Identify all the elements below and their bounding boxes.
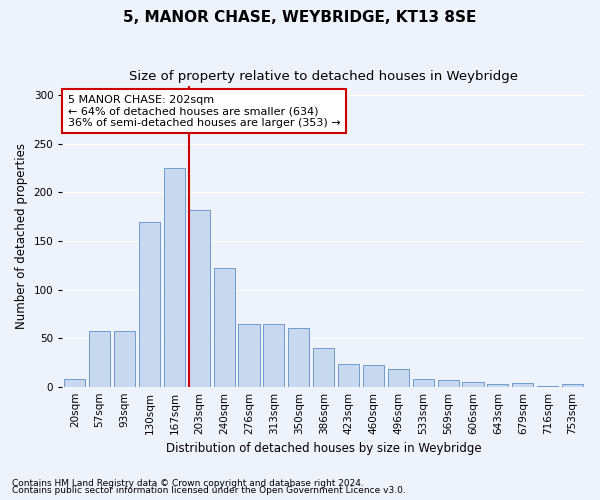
Bar (139, 222, 160, 386)
Bar (338, 364, 359, 386)
Bar (64, 379, 85, 386)
Bar (114, 332, 135, 386)
Bar (388, 369, 409, 386)
Bar (313, 348, 334, 387)
Bar (288, 328, 310, 386)
X-axis label: Distribution of detached houses by size in Weybridge: Distribution of detached houses by size … (166, 442, 481, 455)
Y-axis label: Number of detached properties: Number of detached properties (15, 143, 28, 329)
Bar (463, 382, 484, 386)
Text: 5, MANOR CHASE, WEYBRIDGE, KT13 8SE: 5, MANOR CHASE, WEYBRIDGE, KT13 8SE (124, 10, 476, 25)
Bar (164, 168, 185, 386)
Bar (363, 366, 384, 386)
Bar (263, 324, 284, 386)
Title: Size of property relative to detached houses in Weybridge: Size of property relative to detached ho… (129, 70, 518, 83)
Text: Contains public sector information licensed under the Open Government Licence v3: Contains public sector information licen… (12, 486, 406, 495)
Bar (89, 332, 110, 386)
Text: 5 MANOR CHASE: 202sqm
← 64% of detached houses are smaller (634)
36% of semi-det: 5 MANOR CHASE: 202sqm ← 64% of detached … (68, 94, 340, 128)
Bar (413, 379, 434, 386)
Bar (437, 380, 458, 386)
Bar (512, 383, 533, 386)
Bar (562, 384, 583, 386)
Bar (214, 268, 235, 386)
Bar (188, 210, 210, 386)
Bar (238, 324, 260, 386)
Bar (487, 384, 508, 386)
Text: Contains HM Land Registry data © Crown copyright and database right 2024.: Contains HM Land Registry data © Crown c… (12, 478, 364, 488)
